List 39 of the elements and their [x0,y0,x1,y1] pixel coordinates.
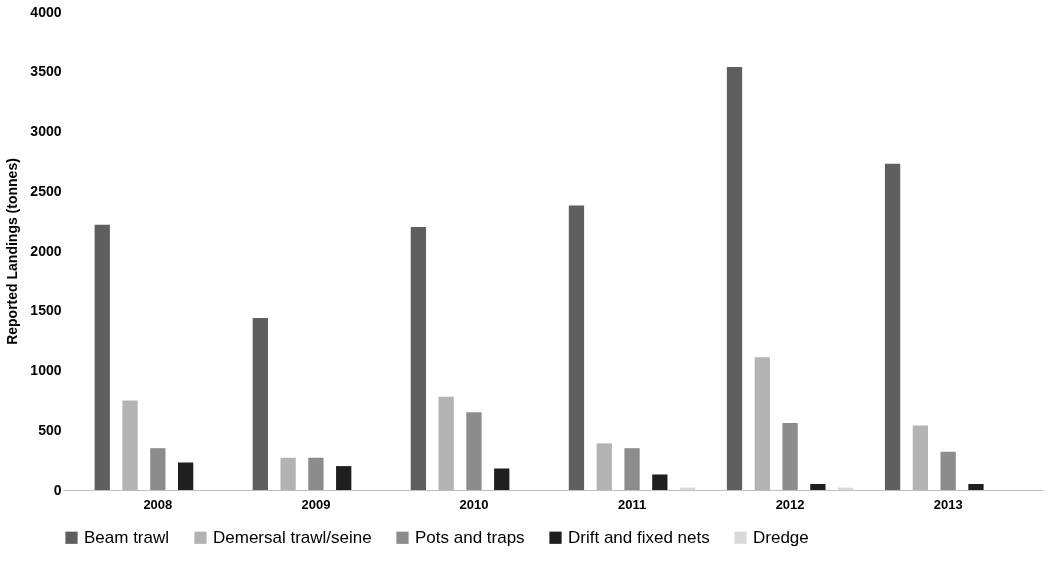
y-tick-label: 500 [38,421,62,438]
y-tick-label: 1000 [30,362,62,378]
legend-label: Demersal trawl/seine [213,527,372,547]
bar [336,466,352,490]
y-tick-label: 3500 [30,63,62,80]
x-tick-label: 2012 [775,496,805,512]
bar [624,448,640,490]
bar [177,462,194,490]
bar [466,412,482,490]
bar [726,66,743,490]
y-axis-title: Reported Landings (tonnes) [4,158,21,345]
bar [884,163,901,490]
x-tick-label: 2011 [617,496,647,512]
bar [308,457,324,490]
legend-label: Drift and fixed nets [568,527,710,547]
bar [94,224,110,490]
bar [568,205,585,490]
bar [782,423,798,490]
bar [494,468,510,490]
bar [940,451,956,490]
x-tick-label: 2013 [933,496,963,512]
y-tick-label: 2500 [30,182,62,199]
legend-label: Beam trawl [84,527,170,547]
x-tick-label: 2009 [301,496,331,512]
legend-label: Pots and traps [415,527,525,547]
bar [652,474,668,490]
bar [968,484,984,490]
x-tick-label: 2010 [459,496,489,512]
bar [150,448,166,490]
y-tick-label: 4000 [30,3,62,20]
y-tick-label: 2000 [30,242,62,259]
bar [810,484,826,490]
legend-label: Dredge [753,527,809,547]
y-tick-label: 3000 [30,123,62,139]
y-tick-label: 1500 [30,302,62,319]
bar [252,317,268,490]
y-tick-label: 0 [53,481,62,498]
bar [410,227,427,490]
x-tick-label: 2008 [143,496,173,512]
